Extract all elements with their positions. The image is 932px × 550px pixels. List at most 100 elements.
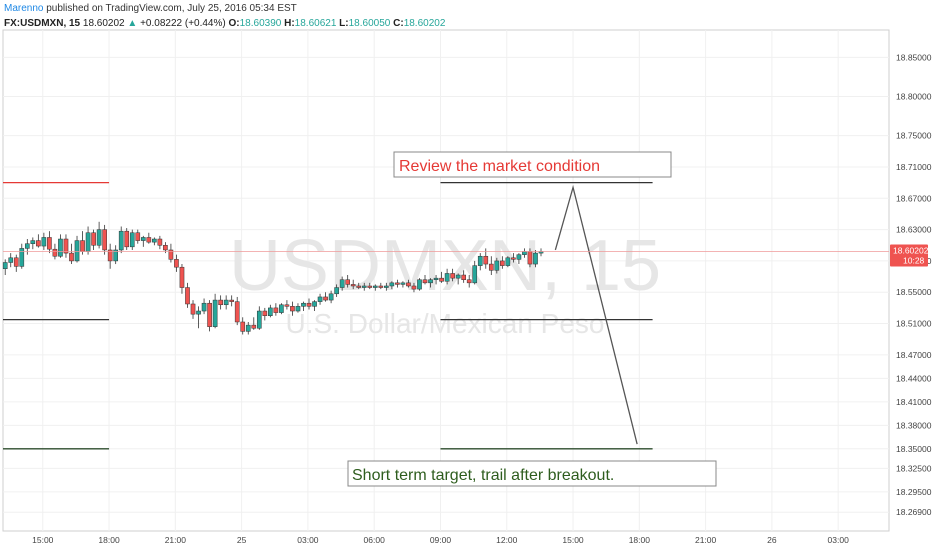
- author-link[interactable]: Marenno: [4, 3, 44, 14]
- watermark-description: U.S. Dollar/Mexican Peso: [285, 308, 604, 339]
- candle-body: [367, 285, 373, 288]
- candle-body: [428, 279, 433, 284]
- annotation-review-box: [393, 151, 672, 178]
- candle: [245, 321, 251, 335]
- candle-body: [58, 238, 63, 257]
- close-value: 18.60202: [403, 18, 446, 29]
- candle: [212, 293, 218, 329]
- candle: [295, 303, 301, 313]
- candle: [218, 295, 223, 310]
- candle-body: [505, 257, 511, 266]
- candle: [301, 301, 306, 312]
- candle-body: [229, 299, 235, 302]
- candle: [417, 278, 422, 291]
- candle-body: [240, 321, 246, 332]
- candle-body: [36, 240, 41, 247]
- candle-body: [384, 285, 389, 288]
- price-axis[interactable]: 18.85000 18.80000 18.75000 18.71000 18.67000…: [896, 52, 932, 517]
- candle: [312, 300, 317, 312]
- candle: [334, 284, 339, 297]
- candle: [317, 293, 323, 305]
- candle-body: [328, 293, 334, 301]
- candle-body: [516, 254, 522, 260]
- low-label: L:: [339, 18, 349, 29]
- candle-body: [245, 324, 251, 332]
- candle-body: [500, 260, 505, 266]
- candle: [516, 253, 522, 265]
- time-tick-label: 06:00: [364, 535, 386, 545]
- candle: [533, 249, 538, 268]
- candle-body: [30, 240, 36, 244]
- candle-body: [185, 287, 190, 305]
- candle: [91, 229, 96, 250]
- candle-body: [444, 273, 450, 282]
- annotation-target-box: [347, 460, 717, 487]
- candle-body: [450, 273, 455, 279]
- candle-body: [223, 299, 229, 306]
- candle: [240, 317, 246, 335]
- candle-body: [146, 237, 152, 243]
- price-tag: 18.60202 10:28: [890, 244, 929, 267]
- candle: [279, 303, 284, 315]
- price-tick-label: 18.63000: [896, 225, 932, 235]
- candle: [107, 243, 113, 269]
- candle-body: [174, 259, 179, 268]
- candle: [251, 317, 257, 330]
- candle-body: [179, 266, 185, 288]
- candle-body: [439, 277, 444, 282]
- candle: [58, 234, 63, 258]
- candle: [262, 307, 268, 321]
- symbol-label[interactable]: FX:USDMXN, 15: [4, 18, 81, 29]
- price-tag-box: [890, 244, 928, 267]
- price-tick-label: 18.35000: [896, 444, 932, 454]
- price-tick-label: 18.85000: [896, 52, 932, 62]
- candle-body: [256, 310, 262, 329]
- candle: [63, 234, 69, 258]
- price-tag-countdown: 10:28: [903, 256, 925, 266]
- candle: [494, 257, 500, 274]
- price-change: +0.08222 (+0.44%): [140, 18, 226, 29]
- candle: [411, 282, 417, 293]
- candle-body: [279, 304, 284, 313]
- watermark: USDMXN, 15 U.S. Dollar/Mexican Peso: [229, 226, 661, 339]
- annotation-target[interactable]: Short term target, trail after breakout.: [347, 460, 717, 487]
- candle: [179, 264, 185, 294]
- candle: [36, 234, 41, 248]
- time-tick-label: 18:00: [629, 535, 651, 545]
- price-tick-label: 18.32500: [896, 463, 932, 473]
- candle-body: [107, 249, 113, 262]
- candle-body: [317, 296, 323, 302]
- candle-body: [19, 248, 25, 267]
- candle-body: [251, 324, 257, 329]
- candle-body: [306, 302, 312, 307]
- annotation-review[interactable]: Review the market condition: [393, 151, 672, 178]
- candles: [2, 221, 544, 335]
- candle-body: [24, 243, 30, 249]
- time-tick-label: 21:00: [695, 535, 717, 545]
- candle-body: [113, 249, 119, 262]
- candle-body: [102, 229, 107, 251]
- low-value: 18.60050: [348, 18, 391, 29]
- time-tick-label: 18:00: [98, 535, 120, 545]
- candle: [196, 306, 201, 329]
- ohlc-legend: FX:USDMXN, 15 18.60202 ▲ +0.08222 (+0.44…: [4, 17, 445, 30]
- candle: [113, 245, 119, 265]
- candle: [477, 253, 483, 271]
- time-axis[interactable]: 15:00 18:00 21:00 25 03:00 06:00 09:00 12:00 15:…: [32, 535, 849, 545]
- candle-body: [234, 301, 240, 323]
- candle-body: [284, 304, 290, 307]
- candle-body: [41, 237, 47, 247]
- candle: [229, 295, 235, 307]
- candle-body: [339, 279, 345, 288]
- horizontal-lines[interactable]: [3, 181, 653, 450]
- candle-body: [157, 238, 163, 246]
- candle: [2, 259, 8, 276]
- time-tick-label: 15:00: [562, 535, 584, 545]
- time-tick-label: 12:00: [496, 535, 518, 545]
- candle: [389, 281, 395, 290]
- price-tick-label: 18.55000: [896, 287, 932, 297]
- candle: [450, 268, 455, 282]
- candle: [124, 228, 130, 250]
- projection-path[interactable]: [554, 184, 638, 445]
